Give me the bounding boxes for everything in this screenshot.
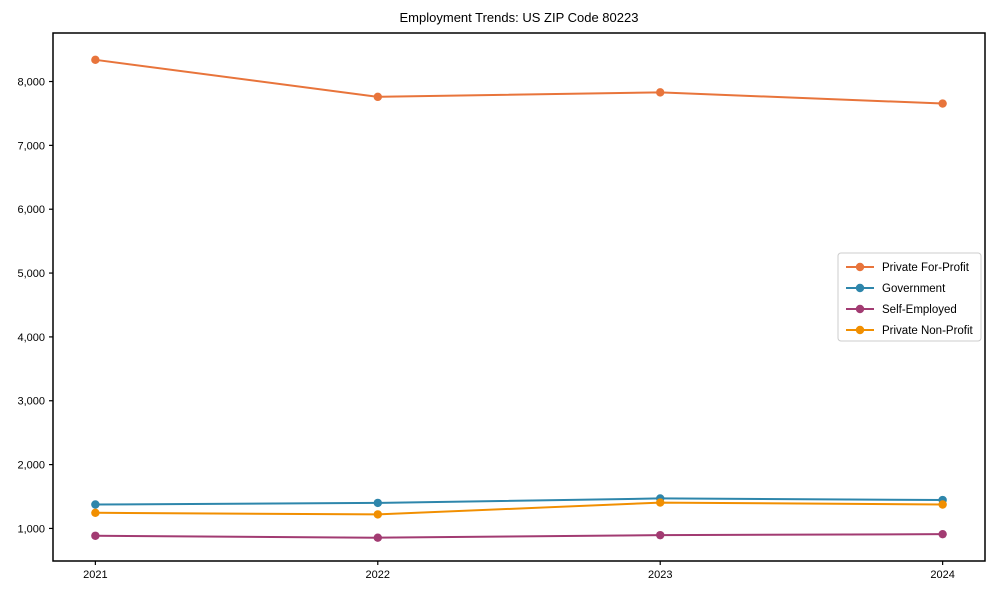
data-point-government: [373, 498, 382, 508]
legend: Private For-Profit Government Self-Employe…: [837, 252, 982, 342]
legend-marker-self-employed: [855, 304, 865, 314]
y-tick-label: 4,000: [17, 332, 45, 344]
data-point-government: [91, 500, 100, 509]
data-point-private-non-profit: [656, 498, 665, 507]
x-tick-label: 2024: [930, 569, 954, 581]
y-tick-label: 1,000: [17, 523, 45, 535]
series-line-private-non-profit: [95, 501, 943, 516]
y-tick-label: 6,000: [17, 204, 45, 216]
x-tick-label: 2023: [648, 569, 672, 581]
axes-spines: [52, 32, 986, 562]
data-point-self-employed: [938, 529, 947, 539]
legend-marker-government: [855, 283, 865, 293]
data-point-self-employed: [91, 531, 100, 540]
y-tick-label: 8,000: [17, 77, 45, 89]
plot-area: 1,000 2,000 3,000 4,000 5,000 6,000 7,000 8,000…: [17, 32, 986, 581]
data-point-private-for-profit: [91, 55, 100, 65]
data-point-private-for-profit: [373, 92, 382, 102]
series-line-government: [95, 497, 943, 506]
legend-marker-private-non-profit: [855, 325, 865, 335]
legend-label-self-employed: Self-Employed: [882, 304, 957, 316]
data-point-self-employed: [656, 530, 665, 540]
data-point-private-non-profit: [91, 508, 100, 517]
y-tick-label: 3,000: [17, 396, 45, 408]
data-point-private-non-profit: [938, 500, 947, 509]
data-point-private-non-profit: [373, 510, 382, 519]
data-point-self-employed: [373, 533, 382, 542]
legend-label-private-non-profit: Private Non-Profit: [882, 325, 974, 337]
x-tick-label: 2021: [83, 569, 107, 581]
legend-marker-private-for-profit: [855, 262, 865, 272]
series-line-self-employed: [95, 533, 943, 539]
legend-box: [837, 252, 982, 342]
series-line-private-for-profit: [95, 58, 943, 105]
y-tick-label: 7,000: [17, 140, 45, 152]
legend-label-private-for-profit: Private For-Profit: [882, 262, 970, 274]
chart-title: Employment Trends: US ZIP Code 80223: [400, 10, 639, 25]
y-tick-label: 5,000: [17, 268, 45, 280]
legend-label-government: Government: [882, 283, 946, 295]
data-point-private-for-profit: [656, 88, 665, 97]
y-tick-label: 2,000: [17, 460, 45, 472]
data-point-private-for-profit: [938, 99, 947, 108]
x-tick-label: 2022: [366, 569, 390, 581]
